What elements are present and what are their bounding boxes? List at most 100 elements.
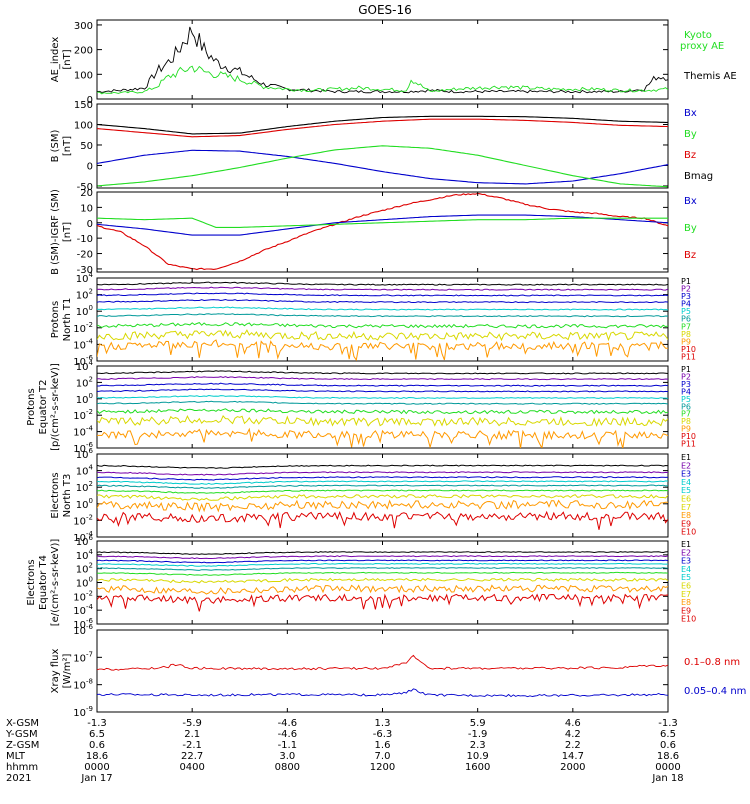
y-tick-label: 100 (76, 576, 93, 590)
channel-line (97, 376, 668, 381)
channel-label-p10: P10 (681, 345, 696, 354)
channel-line (97, 476, 668, 481)
channel-label-p7: P7 (681, 322, 691, 331)
y-tick-label: 106 (76, 447, 94, 461)
x-axis-value: -2.1 (182, 740, 202, 751)
x-axis-value: 1600 (465, 762, 490, 773)
y-tick-label: 300 (74, 21, 93, 32)
series-line (97, 26, 668, 94)
x-axis-value: 22.7 (181, 751, 203, 762)
plot-lines (97, 192, 668, 271)
y-tick-label: 104 (76, 548, 94, 562)
channel-label-p2: P2 (681, 372, 691, 381)
row-label: Y-GSM (5, 729, 38, 740)
panel-p1: 104 102 100 10-2 10-4 10-6 Protons North T1 P1P2… (50, 271, 696, 368)
channel-line (97, 370, 668, 375)
legend-bmag: Bmag (684, 171, 713, 182)
y-tick-label: 20 (80, 188, 93, 199)
y-tick-label: 102 (76, 562, 93, 576)
channel-line (97, 510, 668, 530)
channel-label-e2: E2 (681, 461, 691, 470)
row-label: Z-GSM (6, 740, 39, 751)
panel-xr: 10-6 10-7 10-8 10-9 Xray flux [W/m²] 0.1–0.8 n… (50, 623, 746, 719)
y-axis-label: AE_index (50, 37, 61, 83)
panel-frame (96, 191, 669, 273)
x-axis-value: 2.3 (470, 740, 486, 751)
channel-line (97, 494, 668, 501)
channel-label-p8: P8 (681, 417, 691, 426)
y-axis-label: [nT] (62, 222, 73, 242)
channel-label-e4: E4 (681, 478, 691, 487)
y-axis-label: [p/(cm²-s-sr-keV)] (50, 363, 61, 451)
x-axis-value: 3.0 (279, 751, 295, 762)
y-tick-label: 100 (76, 497, 93, 511)
y-tick-label: 102 (76, 480, 93, 494)
plot-lines (97, 654, 668, 698)
x-axis-value: 4.6 (565, 718, 581, 729)
x-axis-value: 18.6 (657, 751, 679, 762)
x-axis-value: 4.2 (565, 729, 581, 740)
channel-label-e1: E1 (681, 540, 691, 549)
x-axis-value: 0.6 (89, 740, 105, 751)
plot-lines (97, 281, 668, 361)
y-tick-label: 10 (80, 203, 93, 214)
panel-frame (96, 629, 669, 713)
legend-bx: Bx (684, 196, 697, 207)
y-tick-label: 100 (74, 70, 93, 81)
series-line (97, 145, 668, 188)
y-tick-label: 100 (76, 392, 93, 406)
x-axis-value: Jan 17 (80, 773, 112, 784)
channel-line (97, 427, 668, 448)
x-axis-value: Jan 18 (651, 773, 683, 784)
y-axis-label: Electrons (26, 559, 37, 605)
legend-by: By (684, 129, 697, 140)
channel-label-p4: P4 (681, 387, 691, 396)
channel-line (97, 571, 668, 576)
channel-label-p11: P11 (681, 352, 696, 361)
channel-line (97, 292, 668, 297)
legend-bx: Bx (684, 108, 697, 119)
x-axis-value: 0.6 (660, 740, 676, 751)
y-tick-label: 102 (76, 375, 93, 389)
row-label: hhmm (6, 762, 38, 773)
channel-line (97, 577, 668, 584)
legend-proxy-ae: proxy AE (680, 41, 724, 52)
x-axis-value: 6.5 (89, 729, 105, 740)
channel-label-p6: P6 (681, 402, 691, 411)
y-tick-label: 10-9 (73, 705, 93, 719)
y-tick-label: 0 (87, 95, 93, 106)
x-axis-value: -4.6 (278, 729, 298, 740)
y-tick-label: 10-6 (73, 441, 93, 455)
y-tick-label: 100 (74, 120, 93, 131)
channel-line (97, 322, 668, 329)
channel-label-p2: P2 (681, 285, 691, 294)
channel-label-e9: E9 (681, 519, 691, 528)
legend-by: By (684, 223, 697, 234)
channel-label-e6: E6 (681, 495, 691, 504)
channel-label-e4: E4 (681, 565, 691, 574)
y-axis-label: Equator T2 (38, 380, 49, 435)
x-axis-value: -4.6 (278, 718, 298, 729)
y-axis-label: [nT] (62, 136, 73, 156)
channel-line (97, 306, 668, 311)
channel-label-p9: P9 (681, 425, 691, 434)
series-line (97, 217, 668, 228)
channel-line (97, 471, 668, 476)
series-line (97, 214, 668, 236)
panel-frame (96, 277, 669, 362)
y-tick-label: 10-4 (73, 603, 93, 617)
channel-label-p8: P8 (681, 330, 691, 339)
channel-line (97, 480, 668, 485)
channel-label-p1: P1 (681, 365, 691, 374)
legend-kyoto: Kyoto (684, 30, 712, 41)
y-tick-label: 10-4 (73, 337, 93, 351)
plot-lines (97, 464, 668, 530)
x-axis-value: 0000 (84, 762, 109, 773)
channel-line (97, 286, 668, 291)
channel-line (97, 298, 668, 304)
channel-line (97, 394, 668, 400)
y-tick-label: 10-4 (73, 530, 93, 544)
channel-label-e6: E6 (681, 582, 691, 591)
channel-label-e2: E2 (681, 548, 691, 557)
